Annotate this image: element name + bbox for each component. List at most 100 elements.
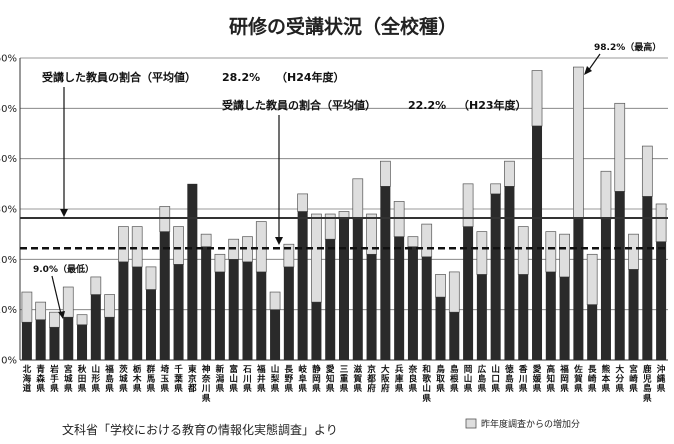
- x-tick-label: 埼玉県: [160, 363, 169, 394]
- y-tick-label: 50%: [0, 104, 17, 115]
- avg-h24-year: （H24年度）: [276, 70, 345, 84]
- bar-base: [201, 246, 212, 360]
- bar-base: [325, 239, 336, 360]
- x-tick-label: 神奈川県: [201, 363, 211, 404]
- avg-h23-year: （H23年度）: [458, 98, 527, 112]
- bar-base: [90, 294, 101, 360]
- bar-base: [339, 219, 349, 360]
- bar-increase: [76, 314, 88, 326]
- source-note: 文科省「学校における教育の情報化実態調査」より: [62, 422, 338, 437]
- bar-base: [394, 236, 405, 360]
- avg-h24-arrowhead: [60, 209, 68, 217]
- y-tick-label: 20%: [0, 255, 17, 266]
- bar-base: [366, 254, 377, 360]
- bar-base: [63, 317, 74, 360]
- bar-base: [187, 183, 198, 360]
- x-tick-label: 滋賀県: [352, 363, 362, 394]
- bar-base: [656, 241, 667, 360]
- y-tick-label: 30%: [0, 205, 17, 216]
- bar-increase: [118, 226, 129, 263]
- bar-increase: [517, 226, 529, 275]
- bar-increase: [421, 223, 433, 258]
- bar-base: [614, 191, 625, 360]
- x-tick-label: 島根県: [450, 363, 459, 394]
- bar-base: [504, 186, 515, 360]
- x-tick-label: 長崎県: [588, 364, 597, 394]
- x-tick-label: 沖縄県: [657, 363, 666, 394]
- x-tick-label: 東京都: [187, 363, 197, 394]
- bar-increase: [435, 274, 446, 298]
- bar-increase: [655, 203, 667, 243]
- bar-increase: [641, 145, 653, 197]
- bar-base: [145, 289, 156, 360]
- x-tick-label: 和歌山県: [421, 363, 431, 404]
- bar-base: [270, 309, 281, 360]
- bar-base: [587, 304, 598, 360]
- bar-base: [532, 125, 543, 360]
- bar-base: [21, 322, 32, 360]
- x-tick-label: 山形県: [92, 363, 101, 394]
- y-tick-label: 10%: [0, 305, 17, 316]
- bar-increase: [545, 231, 557, 273]
- x-tick-label: 山梨県: [270, 363, 280, 394]
- bar-base: [297, 211, 308, 360]
- bar-increase: [504, 160, 515, 187]
- legend-label: 昨年度調査からの増加分: [481, 418, 580, 430]
- y-tick-label: 0%: [1, 356, 17, 367]
- bar-increase: [49, 311, 60, 328]
- x-tick-label: 静岡県: [312, 363, 321, 394]
- avg-h23-value: 22.2%: [408, 99, 446, 112]
- x-tick-label: 愛知県: [325, 363, 335, 394]
- avg-h24-value: 28.2%: [222, 71, 260, 84]
- x-axis-labels: 北海道青森県岩手県宮城県秋田県山形県福島県茨城県栃木県群馬県埼玉県千葉県東京都神…: [23, 363, 666, 404]
- x-tick-label: 茨城県: [119, 363, 128, 394]
- bar-increase: [200, 233, 212, 248]
- bar-base: [35, 319, 46, 360]
- x-tick-label: 群馬県: [146, 363, 156, 394]
- bar-increase: [90, 276, 102, 295]
- bar-increase: [559, 233, 570, 278]
- bar-base: [173, 264, 184, 360]
- bar-increase: [490, 183, 502, 195]
- bar-base: [228, 259, 239, 360]
- x-tick-label: 大分県: [615, 363, 624, 394]
- bar-increase: [352, 178, 364, 220]
- bar-increase: [255, 221, 267, 273]
- x-tick-label: 石川県: [242, 364, 252, 394]
- bar-base: [380, 186, 391, 360]
- x-tick-label: 高知県: [546, 363, 556, 394]
- bar-base: [49, 327, 60, 360]
- bar-increase: [173, 226, 184, 265]
- bar-increase: [586, 253, 598, 305]
- bar-increase: [380, 160, 391, 187]
- max-annotation: 98.2%（最高）: [594, 41, 661, 53]
- x-tick-label: 徳島県: [504, 363, 514, 394]
- bar-base: [421, 256, 432, 360]
- bar-increase: [462, 183, 474, 227]
- bar-base: [600, 219, 611, 360]
- bar-increase: [476, 231, 488, 275]
- x-tick-label: 福岡県: [559, 363, 569, 394]
- bar-base: [132, 266, 143, 360]
- bar-base: [159, 231, 170, 360]
- min-arrow: [51, 275, 62, 315]
- x-tick-label: 京都府: [366, 363, 376, 394]
- average-lines: [20, 217, 668, 250]
- bar-increase: [145, 266, 157, 290]
- bar-increase: [269, 291, 281, 311]
- min-annotation: 9.0%（最低）: [33, 263, 94, 275]
- bar-increase: [104, 294, 115, 318]
- x-tick-label: 福島県: [104, 363, 114, 394]
- max-arrow: [587, 53, 601, 72]
- bar-increase: [21, 291, 33, 323]
- x-tick-label: 秋田県: [78, 363, 87, 394]
- x-tick-label: 鳥取県: [436, 363, 445, 394]
- bars: [21, 66, 667, 360]
- bar-base: [476, 274, 487, 360]
- x-tick-label: 宮城県: [64, 363, 73, 394]
- x-tick-label: 宮崎県: [629, 363, 638, 394]
- bar-increase: [62, 286, 74, 318]
- bar-increase: [131, 226, 143, 268]
- x-tick-label: 大阪府: [381, 363, 390, 394]
